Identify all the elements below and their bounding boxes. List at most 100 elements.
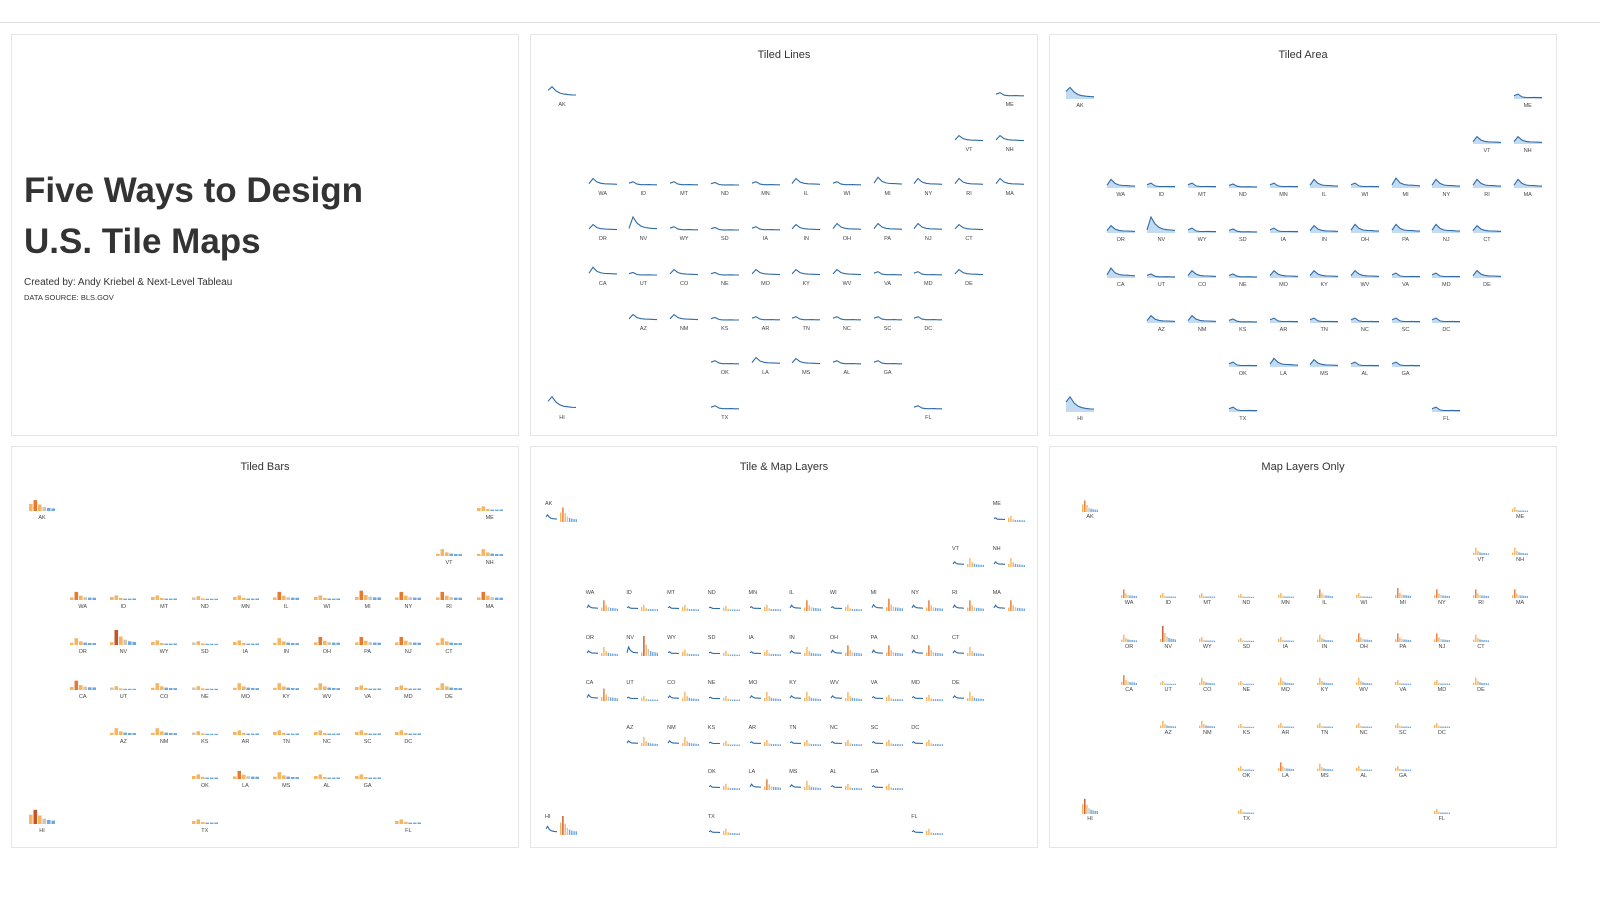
tile-oh: OH <box>830 213 864 247</box>
ny-bar-4 <box>408 597 413 601</box>
tile-vt: VT <box>1464 534 1498 568</box>
tile-de: DE <box>1470 259 1504 293</box>
fl-bar-8 <box>941 833 944 835</box>
sc-bar-4 <box>1401 726 1403 728</box>
state-label-ks: KS <box>721 325 729 332</box>
state-label-wy: WY <box>1197 237 1207 244</box>
al-bar-1 <box>1355 767 1358 772</box>
tile-chart-me <box>993 515 1025 522</box>
mo-bar-6 <box>774 698 776 701</box>
ms-bar-6 <box>1326 769 1329 772</box>
state-label-ok: OK <box>707 769 716 776</box>
tile-or: OR <box>586 633 620 667</box>
ne-bar-4 <box>729 699 731 701</box>
il-bar-4 <box>286 597 291 601</box>
nd-bar-5 <box>731 609 734 612</box>
ma-bar-1 <box>476 597 481 601</box>
tile-chart-nm <box>667 736 700 746</box>
state-label-or: OR <box>78 649 87 656</box>
tile-ar: AR <box>749 303 783 337</box>
ak-bar-6 <box>571 518 573 522</box>
de-bar-3 <box>1477 680 1479 685</box>
tile-chart-pa <box>871 645 903 657</box>
ia-line <box>751 226 780 231</box>
ak-bar-6 <box>51 508 55 511</box>
al-bar-4 <box>851 788 853 791</box>
tile-chart-ca <box>586 688 618 701</box>
state-label-wy: WY <box>1202 643 1212 650</box>
nm-line <box>1187 314 1217 322</box>
tile-me: ME <box>473 492 507 526</box>
tn-bar-4 <box>1322 726 1325 728</box>
tile-ct: CT <box>952 633 986 667</box>
ms-bar-5 <box>291 777 295 780</box>
tile-ia: IA <box>749 633 783 667</box>
state-label-mn: MN <box>761 191 770 198</box>
nc-bar-1 <box>844 741 847 746</box>
ca-area <box>1106 267 1135 278</box>
tile-chart-sc <box>871 739 903 746</box>
oh-area <box>1350 224 1379 234</box>
or-bar-6 <box>1131 639 1133 642</box>
nm-bar-5 <box>1207 725 1209 728</box>
state-label-ar: AR <box>241 738 250 745</box>
tile-chart-va <box>1391 272 1420 278</box>
ca-bar-5 <box>1129 681 1131 685</box>
md-bar-4 <box>1440 683 1442 685</box>
state-label-oh: OH <box>1359 643 1368 650</box>
mo-bar-4 <box>770 697 772 701</box>
tx-bar-7 <box>736 833 738 835</box>
fl-bar-6 <box>937 832 939 835</box>
wy-bar-3 <box>160 643 164 646</box>
nv-bar-5 <box>128 641 132 646</box>
tile-va: VA <box>1386 664 1420 698</box>
wi-bar-3 <box>1359 596 1362 599</box>
state-label-wy: WY <box>679 236 689 243</box>
tile-chart-nv <box>1146 215 1176 234</box>
tn-bar-7 <box>1329 726 1331 728</box>
co-line <box>1187 269 1217 277</box>
mi-bar-7 <box>898 608 901 612</box>
state-label-ri: RI <box>446 604 452 611</box>
nh-line <box>993 560 1005 565</box>
tile-nj: NJ <box>1429 214 1463 248</box>
tile-chart-wv <box>313 682 340 690</box>
tx-bar-2 <box>724 828 727 835</box>
tx-line <box>708 830 720 833</box>
wa-bar-7 <box>1133 596 1135 599</box>
sc-bar-6 <box>376 733 381 735</box>
mn-bar-5 <box>1285 596 1288 599</box>
tiled-area-panel: Tiled Area AK ME VT NH WA ID MT ND MN IL WI MI NY RI M… <box>1049 34 1557 436</box>
oh-bar-8 <box>860 653 862 657</box>
de-bar-7 <box>980 698 982 701</box>
nc-bar-2 <box>847 739 849 746</box>
state-label-sd: SD <box>707 635 716 642</box>
in-bar-5 <box>813 653 815 657</box>
ar-bar-4 <box>245 733 250 735</box>
wa-area <box>1106 179 1135 189</box>
tn-bar-3 <box>808 742 811 746</box>
md-bar-2 <box>399 685 404 690</box>
md-bar-1 <box>1433 681 1436 685</box>
state-label-nc: NC <box>1360 326 1369 333</box>
ak-bar-5 <box>1090 508 1092 512</box>
sd-bar-5 <box>731 654 734 657</box>
mo-bar-6 <box>1287 682 1290 685</box>
state-label-ct: CT <box>952 635 960 642</box>
fl-bar-1 <box>926 830 928 835</box>
il-bar-3 <box>1320 593 1323 599</box>
wi-bar-3 <box>322 598 327 601</box>
wv-bar-4 <box>1361 682 1364 685</box>
mn-line <box>749 606 761 610</box>
sc-bar-4 <box>367 733 372 735</box>
md-bar-6 <box>417 688 422 690</box>
ia-line <box>1269 227 1298 233</box>
tile-ms: MS <box>1308 750 1342 784</box>
tile-nv: NV <box>626 633 660 667</box>
tile-wi: WI <box>830 168 864 202</box>
oh-bar-5 <box>853 652 856 657</box>
nc-bar-1 <box>1355 724 1358 728</box>
al-bar-1 <box>313 776 318 780</box>
de-bar-5 <box>975 698 978 701</box>
tile-nm: NM <box>667 303 701 337</box>
